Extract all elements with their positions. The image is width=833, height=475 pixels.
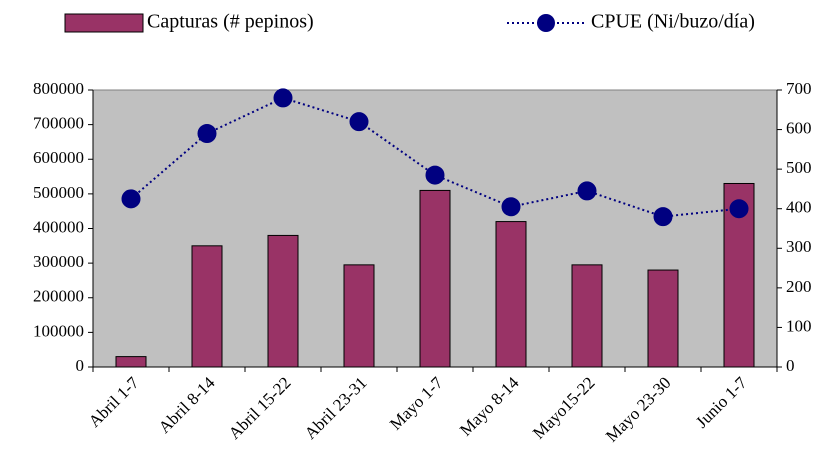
x-tick-label: Mayo 8-14 — [456, 373, 523, 440]
x-tick-label: Abril 1-7 — [85, 373, 143, 431]
y-tick-label: 700000 — [33, 114, 84, 133]
bar — [419, 189, 451, 368]
y2-tick-label: 0 — [786, 356, 795, 375]
y2-tick-label: 600 — [786, 118, 812, 137]
y-tick-label: 800000 — [33, 79, 84, 98]
y-tick-label: 600000 — [33, 148, 84, 167]
y-tick-label: 300000 — [33, 252, 84, 271]
y2-tick-label: 300 — [786, 237, 812, 256]
legend-label: CPUE (Ni/buzo/día) — [591, 11, 755, 33]
bar — [115, 356, 147, 368]
y-tick-label: 200000 — [33, 287, 84, 306]
bar — [343, 264, 375, 368]
x-tick-label: Mayo15-22 — [529, 373, 599, 443]
y2-tick-label: 500 — [786, 158, 812, 177]
bar — [647, 269, 679, 368]
x-tick-label: Mayo 1-7 — [386, 373, 447, 434]
marker — [273, 88, 293, 108]
legend-marker — [537, 14, 555, 32]
marker — [729, 199, 749, 219]
x-tick-label: Abril 8-14 — [155, 373, 219, 437]
y2-tick-label: 400 — [786, 198, 812, 217]
y-tick-label: 500000 — [33, 183, 84, 202]
y2-tick-label: 200 — [786, 277, 812, 296]
bar — [191, 245, 223, 368]
marker — [501, 197, 521, 217]
marker — [121, 189, 141, 209]
y2-tick-label: 100 — [786, 316, 812, 335]
bar — [495, 221, 527, 368]
y-tick-label: 0 — [76, 356, 85, 375]
legend-label: Capturas (# pepinos) — [147, 11, 314, 33]
legend-swatch — [64, 13, 144, 33]
y-tick-label: 400000 — [33, 217, 84, 236]
marker — [653, 207, 673, 227]
marker — [197, 124, 217, 144]
bar — [267, 234, 299, 368]
x-tick-label: Abril 23-31 — [301, 373, 371, 443]
bar — [571, 264, 603, 368]
marker — [577, 181, 597, 201]
marker — [349, 112, 369, 132]
marker — [425, 165, 445, 185]
y2-tick-label: 700 — [786, 79, 812, 98]
x-tick-label: Mayo 23-30 — [602, 373, 675, 446]
y-tick-label: 100000 — [33, 321, 84, 340]
x-tick-label: Abril 15-22 — [225, 373, 295, 443]
x-tick-label: Junio 1-7 — [692, 373, 751, 432]
